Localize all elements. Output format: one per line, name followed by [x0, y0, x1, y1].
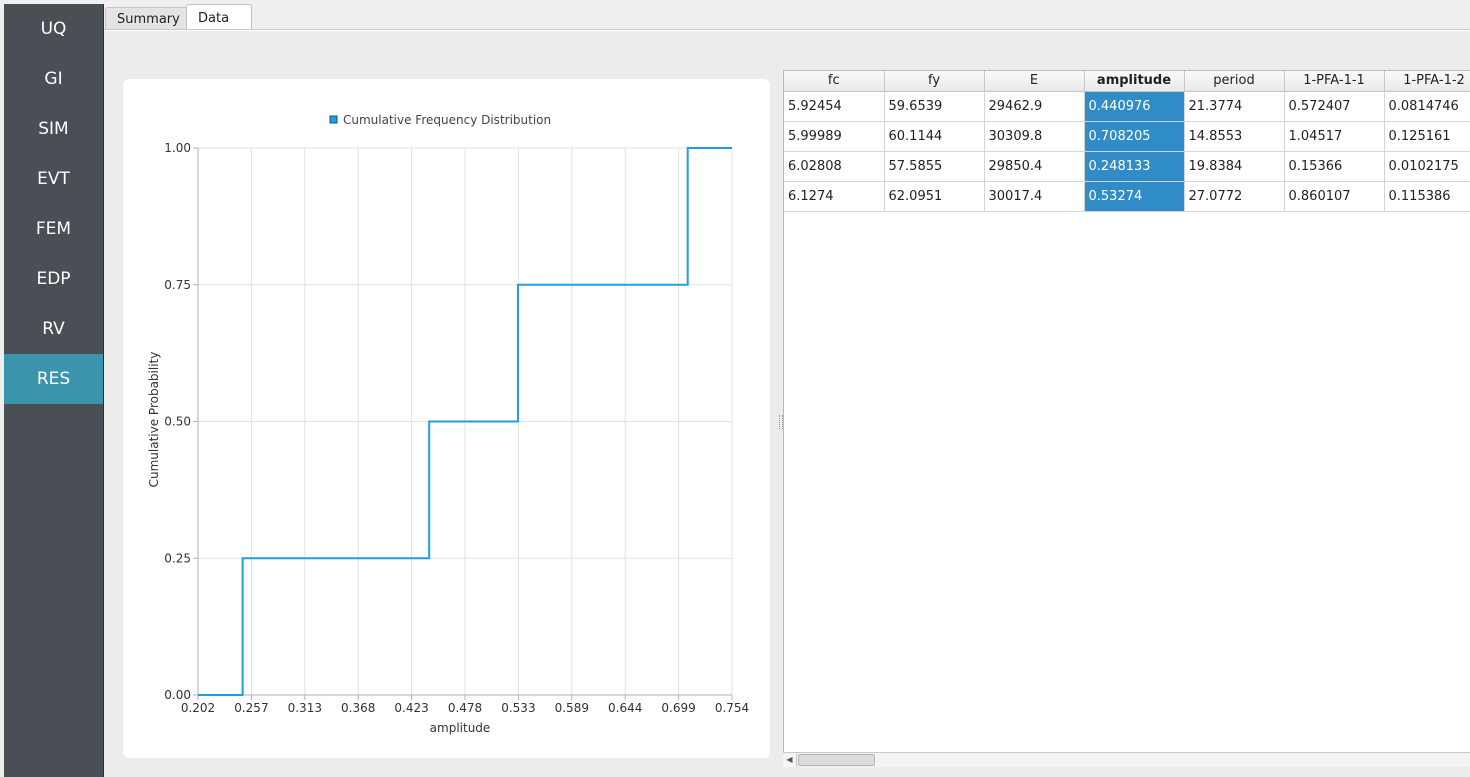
- table-cell[interactable]: 27.0772: [1184, 181, 1285, 212]
- table-cell[interactable]: 0.860107: [1284, 181, 1385, 212]
- column-header[interactable]: 1-PFA-1-2: [1384, 71, 1470, 92]
- y-tick-label: 0.50: [164, 415, 191, 429]
- x-tick-label: 0.754: [715, 701, 749, 715]
- table-cell[interactable]: 14.8553: [1184, 121, 1285, 152]
- sidebar-item-fem[interactable]: FEM: [35, 219, 72, 239]
- table-cell[interactable]: 5.99989: [784, 121, 885, 152]
- y-tick-label: 0.00: [164, 688, 191, 702]
- tab-summary[interactable]: Summary: [105, 7, 192, 33]
- column-header[interactable]: fc: [784, 71, 885, 92]
- table-cell[interactable]: 62.0951: [884, 181, 985, 212]
- table-cell[interactable]: 57.5855: [884, 151, 985, 182]
- table-body: 5.92454 59.6539 29462.9 0.440976 21.3774 0.57…: [784, 91, 1470, 212]
- cumulative-frequency-chart: 0.202 0.257 0.313 0.368 0.423 0.478 0.533 0.589…: [147, 113, 749, 735]
- table-row: 6.02808 57.5855 29850.4 0.248133 19.8384 0.15…: [784, 151, 1470, 182]
- table-row: 5.99989 60.1144 30309.8 0.708205 14.8553 1.04…: [784, 121, 1470, 152]
- column-header[interactable]: 1-PFA-1-1: [1284, 71, 1385, 92]
- sidebar-item-sim[interactable]: SIM: [38, 119, 69, 139]
- table-cell[interactable]: 0.248133: [1084, 151, 1185, 182]
- table-cell[interactable]: 0.0814746: [1384, 91, 1470, 122]
- table-cell[interactable]: 0.125161: [1384, 121, 1470, 152]
- table-cell[interactable]: 0.0102175: [1384, 151, 1470, 182]
- table-cell[interactable]: 6.02808: [784, 151, 885, 182]
- y-tick-label: 1.00: [164, 141, 191, 155]
- x-tick-label: 0.257: [234, 701, 268, 715]
- table-cell[interactable]: 59.6539: [884, 91, 985, 122]
- splitter-handle[interactable]: [779, 415, 783, 429]
- table-cell[interactable]: 0.572407: [1284, 91, 1385, 122]
- x-tick-label: 0.644: [608, 701, 642, 715]
- legend-marker: [329, 115, 338, 124]
- x-tick-label: 0.202: [181, 701, 215, 715]
- y-tick-label: 0.25: [164, 551, 191, 565]
- table-cell[interactable]: 29462.9: [984, 91, 1085, 122]
- table-cell[interactable]: 29850.4: [984, 151, 1085, 182]
- table-row: 5.92454 59.6539 29462.9 0.440976 21.3774 0.57…: [784, 91, 1470, 122]
- horizontal-scrollbar[interactable]: ◀: [783, 752, 1470, 767]
- table-cell[interactable]: 21.3774: [1184, 91, 1285, 122]
- sidebar-nav: UQ GI SIM EVT FEM EDP RV RES: [4, 4, 104, 777]
- table-cell[interactable]: 0.15366: [1284, 151, 1385, 182]
- x-tick-label: 0.533: [501, 701, 535, 715]
- sidebar-item-edp[interactable]: EDP: [36, 269, 71, 289]
- table-cell[interactable]: 5.92454: [784, 91, 885, 122]
- table-cell[interactable]: 0.115386: [1384, 181, 1470, 212]
- scrollbar-thumb[interactable]: [798, 754, 875, 766]
- scroll-left-arrow-icon[interactable]: ◀: [783, 753, 797, 767]
- table-row: 6.1274 62.0951 30017.4 0.53274 27.0772 0.8601…: [784, 181, 1470, 212]
- sidebar-item-evt[interactable]: EVT: [37, 169, 70, 189]
- legend-label: Cumulative Frequency Distribution: [343, 113, 551, 127]
- table-cell[interactable]: 19.8384: [1184, 151, 1285, 182]
- sidebar-item-rv[interactable]: RV: [42, 319, 65, 339]
- table-cell[interactable]: 0.53274: [1084, 181, 1185, 212]
- x-tick-label: 0.478: [448, 701, 482, 715]
- chart-panel: [123, 79, 770, 758]
- y-axis-label: Cumulative Probability: [147, 352, 161, 488]
- column-header[interactable]: period: [1184, 71, 1285, 92]
- y-tick-label: 0.75: [164, 278, 191, 292]
- cdf-series-line: [198, 147, 732, 696]
- x-tick-label: 0.589: [555, 701, 589, 715]
- column-header[interactable]: amplitude: [1084, 71, 1185, 92]
- sidebar-item-res[interactable]: RES: [4, 354, 103, 404]
- table-cell[interactable]: 0.440976: [1084, 91, 1185, 122]
- table-cell[interactable]: 30309.8: [984, 121, 1085, 152]
- sidebar-item-gi[interactable]: GI: [44, 69, 63, 89]
- table-cell[interactable]: 1.04517: [1284, 121, 1385, 152]
- x-axis-label: amplitude: [430, 721, 491, 735]
- x-tick-label: 0.313: [288, 701, 322, 715]
- table-cell[interactable]: 30017.4: [984, 181, 1085, 212]
- x-tick-label: 0.368: [341, 701, 375, 715]
- sidebar-item-uq[interactable]: UQ: [40, 19, 67, 39]
- column-header[interactable]: fy: [884, 71, 985, 92]
- table-cell[interactable]: 6.1274: [784, 181, 885, 212]
- table-cell[interactable]: 60.1144: [884, 121, 985, 152]
- column-header[interactable]: E: [984, 71, 1085, 92]
- x-tick-label: 0.699: [661, 701, 695, 715]
- table-cell[interactable]: 0.708205: [1084, 121, 1185, 152]
- x-tick-label: 0.423: [394, 701, 428, 715]
